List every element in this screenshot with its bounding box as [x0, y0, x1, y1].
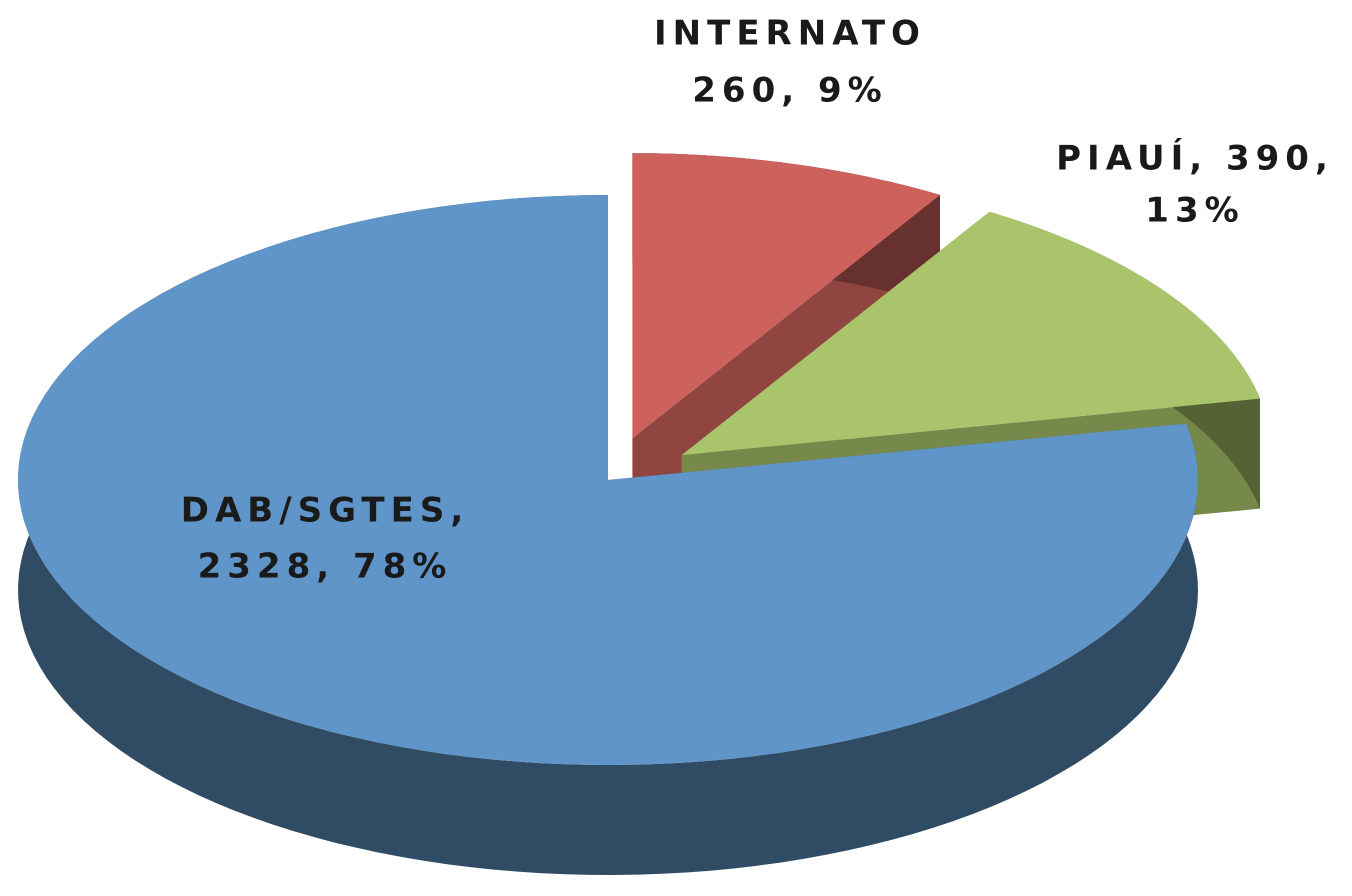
data-label: 13%: [1145, 191, 1244, 231]
data-label: PIAUÍ, 390,: [1056, 138, 1334, 179]
data-label: 2328, 78%: [198, 547, 453, 587]
data-label: 260, 9%: [692, 71, 887, 111]
data-label: INTERNATO: [654, 14, 926, 54]
data-label: DAB/SGTES,: [181, 491, 470, 531]
slice: [18, 195, 1199, 765]
slice: [681, 211, 1260, 456]
slice: [632, 153, 940, 439]
